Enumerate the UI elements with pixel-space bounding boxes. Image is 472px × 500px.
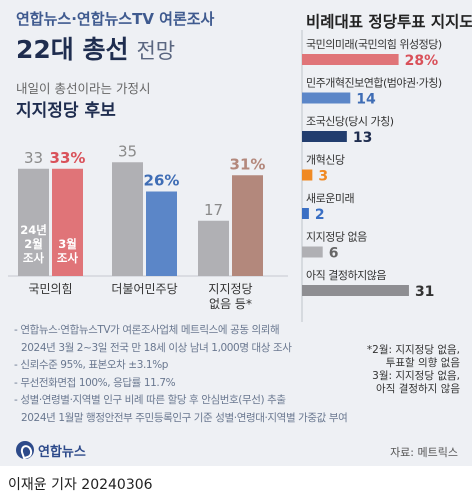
left-panel-subtitle: 내일이 총선이라는 가정시 bbox=[16, 81, 151, 96]
data-label-mar: 26% bbox=[144, 172, 180, 190]
bar bbox=[302, 285, 409, 296]
data-label-mar: 31% bbox=[230, 155, 266, 173]
note-line: 2024년 1월말 행정안전부 주민등록인구 기준 성별·연령대·지역별 가중값… bbox=[21, 411, 348, 424]
category-label: 민주개혁진보연합(범야권·가칭) bbox=[306, 77, 442, 90]
data-label: 31 bbox=[415, 284, 434, 300]
category-label: 새로운미래 bbox=[306, 192, 354, 205]
note-line: 2024년 3월 2~3일 전국 만 18세 이상 남녀 1,000명 대상 조… bbox=[21, 341, 292, 354]
category-label: 아직 결정하지않음 bbox=[306, 268, 386, 282]
bar bbox=[302, 92, 351, 104]
legend-feb-line1: 24년 bbox=[20, 223, 47, 237]
bar bbox=[302, 246, 323, 258]
bar bbox=[302, 131, 347, 142]
category-label: 없음 등* bbox=[209, 297, 252, 311]
bar-mar bbox=[146, 191, 177, 276]
header-title-bold: 22대 총선 bbox=[16, 35, 129, 64]
note-line: - 성별·연령별·지역별 인구 비례 따른 할당 후 안심번호(무선) 추출 bbox=[14, 394, 286, 406]
note-line: - 신뢰수준 95%, 표본오차 ±3.1%p bbox=[14, 359, 169, 371]
header-subtitle: 연합뉴스·연합뉴스TV 여론조사 bbox=[16, 10, 215, 28]
legend-feb-line3: 조사 bbox=[23, 251, 45, 265]
header-title-light: 전망 bbox=[136, 39, 176, 63]
survey-notes: - 연합뉴스·연합뉴스TV가 여론조사업체 메트릭스에 공동 의뢰해 2024년… bbox=[14, 322, 348, 427]
category-label: 국민의미래(국민의힘 위성정당) bbox=[306, 38, 442, 51]
legend-mar-line1: 3월 bbox=[58, 237, 77, 251]
legend-mar-line2: 조사 bbox=[57, 251, 79, 265]
bar bbox=[302, 169, 313, 181]
header-title: 22대 총선 전망 bbox=[16, 30, 175, 66]
horizontal-bar-chart: 국민의미래(국민의힘 위성정당) 28% 민주개혁진보연합(범야권·가칭) 14 조국신… bbox=[301, 30, 442, 322]
data-label: 13 bbox=[353, 130, 372, 146]
source-label: 자료: 메트릭스 bbox=[390, 446, 458, 459]
left-panel-title: 지지정당 후보 bbox=[16, 101, 116, 121]
category-label: 조국신당(당시 가칭) bbox=[306, 115, 394, 128]
yonhap-logo-icon bbox=[16, 441, 34, 459]
data-label-feb: 33 bbox=[24, 149, 43, 167]
footnote-line: *2월: 지지정당 없음, bbox=[366, 344, 460, 356]
infographic-card: 연합뉴스·연합뉴스TV 여론조사 22대 총선 전망 내일이 총선이라는 가정시… bbox=[0, 0, 472, 466]
data-label: 6 bbox=[329, 246, 339, 262]
category-label: 지지정당 없음 bbox=[306, 231, 367, 244]
bar-mar bbox=[52, 168, 83, 276]
footnote: *2월: 지지정당 없음, 투표할 의향 없음 3월: 지지정당 없음, 아직 … bbox=[367, 344, 460, 396]
data-label: 14 bbox=[356, 92, 376, 108]
note-line: - 무선전화면접 100%, 응답률 11.7% bbox=[14, 376, 176, 389]
bar-feb bbox=[18, 168, 49, 276]
category-label: 국민의힘 bbox=[28, 282, 72, 296]
legend-feb-line2: 2월 bbox=[24, 237, 43, 251]
data-label: 2 bbox=[315, 207, 325, 223]
bar bbox=[302, 208, 309, 219]
bar bbox=[302, 54, 399, 65]
note-line: - 연합뉴스·연합뉴스TV가 여론조사업체 메트릭스에 공동 의뢰해 bbox=[14, 324, 280, 336]
footnote-line: 3월: 지지정당 없음, bbox=[372, 370, 460, 382]
byline: 이재윤 기자 20240306 bbox=[8, 477, 153, 493]
logo: 연합뉴스 bbox=[16, 440, 86, 460]
bar-feb bbox=[198, 220, 229, 276]
data-label-mar: 33% bbox=[50, 149, 86, 167]
category-label: 개혁신당 bbox=[306, 154, 345, 167]
data-label-feb: 17 bbox=[204, 201, 223, 219]
category-label: 지지정당 bbox=[208, 282, 252, 296]
right-panel-title: 비례대표 정당투표 지지도 bbox=[306, 13, 472, 31]
footnote-line: 아직 결정하지 않음 bbox=[376, 383, 460, 395]
category-label: 더불어민주당 bbox=[111, 282, 177, 296]
footnote-line: 투표할 의향 없음 bbox=[385, 357, 460, 369]
data-label-feb: 35 bbox=[118, 142, 137, 160]
bar-mar bbox=[232, 175, 263, 276]
bar-feb bbox=[112, 162, 143, 276]
data-label: 3 bbox=[318, 169, 328, 185]
logo-text: 연합뉴스 bbox=[38, 444, 86, 460]
data-label: 28% bbox=[405, 53, 439, 69]
